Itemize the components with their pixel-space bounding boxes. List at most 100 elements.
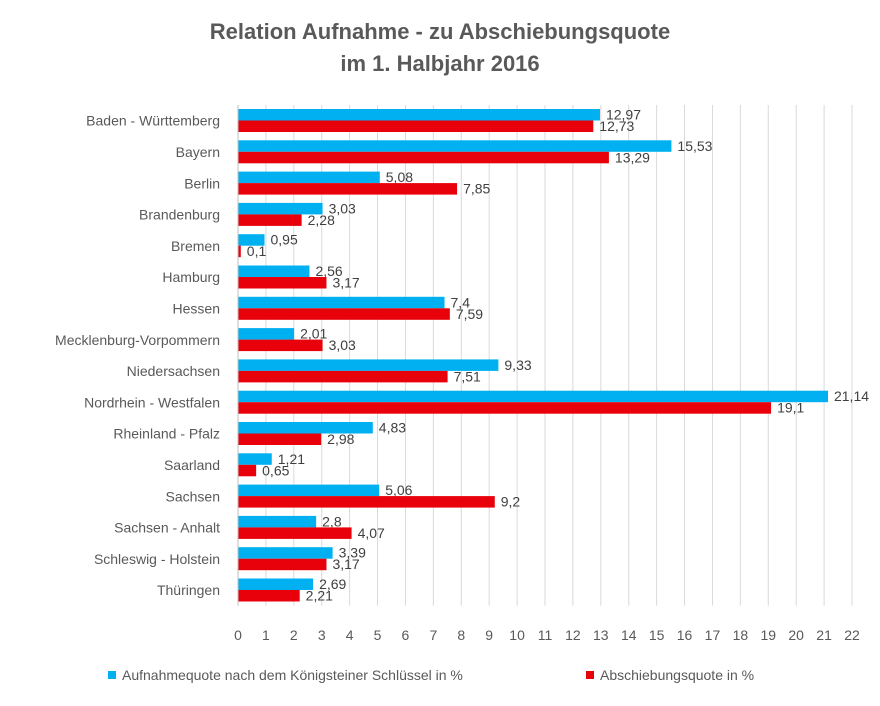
data-label-aufnahmequote: 15,53 (677, 138, 712, 154)
data-label-aufnahmequote: 4,83 (379, 420, 406, 436)
legend-swatch-aufnahmequote (108, 671, 116, 679)
bar-aufnahmequote (238, 515, 317, 528)
bar-aufnahmequote (238, 390, 828, 403)
legend-label-abschiebungsquote: Abschiebungsquote in % (600, 667, 755, 683)
x-tick-label: 9 (485, 627, 493, 643)
category-label: Niedersachsen (127, 363, 220, 379)
bar-abschiebungsquote (238, 433, 322, 445)
x-tick-label: 19 (760, 627, 776, 643)
bar-aufnahmequote (238, 578, 314, 590)
legend-swatch-abschiebungsquote (586, 671, 594, 679)
bar-abschiebungsquote (238, 151, 609, 164)
data-label-abschiebungsquote: 19,1 (777, 400, 804, 416)
x-tick-label: 2 (290, 627, 298, 643)
category-label: Berlin (184, 175, 220, 191)
x-tick-label: 4 (346, 627, 354, 643)
bar-abschiebungsquote (238, 120, 594, 132)
chart-title-line-1: Relation Aufnahme - zu Abschiebungsquote (209, 19, 671, 44)
bar-aufnahmequote (238, 109, 600, 121)
bar-abschiebungsquote (238, 277, 327, 289)
bar-aufnahmequote (238, 234, 265, 246)
data-label-abschiebungsquote: 0,65 (262, 462, 289, 478)
data-label-aufnahmequote: 0,95 (271, 232, 298, 248)
legend-item-abschiebungsquote: Abschiebungsquote in % (586, 667, 754, 683)
bar-abschiebungsquote (238, 339, 323, 352)
data-label-abschiebungsquote: 0,1 (247, 243, 267, 259)
data-label-aufnahmequote: 3,39 (339, 545, 366, 561)
data-label-aufnahmequote: 9,33 (504, 357, 531, 373)
category-label: Mecklenburg-Vorpommern (55, 332, 220, 348)
bar-abschiebungsquote (238, 214, 302, 226)
category-label: Sachsen - Anhalt (114, 520, 220, 536)
bar-aufnahmequote (238, 422, 373, 434)
x-tick-label: 22 (844, 627, 860, 643)
data-label-abschiebungsquote: 2,28 (308, 212, 335, 228)
data-label-aufnahmequote: 1,21 (278, 451, 305, 467)
bar-aufnahmequote (238, 359, 499, 371)
x-tick-label: 0 (234, 627, 242, 643)
bar-abschiebungsquote (238, 402, 772, 414)
category-label: Hessen (173, 300, 220, 316)
data-label-aufnahmequote: 5,06 (385, 482, 412, 498)
x-tick-label: 15 (649, 627, 665, 643)
data-label-abschiebungsquote: 3,17 (332, 275, 359, 291)
data-label-abschiebungsquote: 12,73 (599, 118, 634, 134)
data-label-abschiebungsquote: 3,17 (332, 556, 359, 572)
category-label: Schleswig - Holstein (94, 551, 220, 567)
category-label: Nordrhein - Westfalen (84, 394, 220, 410)
data-label-abschiebungsquote: 4,07 (358, 525, 385, 541)
x-tick-label: 21 (816, 627, 832, 643)
bar-abschiebungsquote (238, 464, 257, 477)
bar-abschiebungsquote (238, 308, 450, 320)
category-label: Hamburg (162, 269, 220, 285)
x-tick-label: 3 (318, 627, 326, 643)
x-tick-label: 17 (705, 627, 721, 643)
x-tick-label: 5 (374, 627, 382, 643)
x-tick-label: 16 (677, 627, 693, 643)
data-label-aufnahmequote: 7,4 (451, 294, 471, 310)
data-label-aufnahmequote: 3,03 (329, 200, 356, 216)
chart-title: Relation Aufnahme - zu Abschiebungsquote… (0, 16, 880, 80)
category-label: Sachsen (166, 488, 220, 504)
category-label: Baden - Württemberg (86, 113, 220, 129)
data-label-abschiebungsquote: 7,59 (456, 306, 483, 322)
bar-aufnahmequote (238, 296, 445, 309)
data-label-abschiebungsquote: 7,85 (463, 181, 490, 197)
category-label: Bremen (171, 238, 220, 254)
data-label-abschiebungsquote: 13,29 (615, 149, 650, 165)
bar-aufnahmequote (238, 547, 333, 559)
chart-title-line-2: im 1. Halbjahr 2016 (340, 51, 540, 76)
bar-aufnahmequote (238, 453, 272, 465)
bar-abschiebungsquote (238, 558, 327, 571)
data-label-abschiebungsquote: 2,98 (327, 431, 354, 447)
data-label-abschiebungsquote: 7,51 (454, 368, 481, 384)
x-tick-label: 13 (593, 627, 609, 643)
data-label-aufnahmequote: 2,8 (322, 513, 342, 529)
x-tick-label: 8 (457, 627, 465, 643)
category-label: Brandenburg (139, 207, 220, 223)
x-tick-label: 14 (621, 627, 637, 643)
category-label: Bayern (176, 144, 220, 160)
bar-abschiebungsquote (238, 496, 495, 508)
x-tick-label: 6 (402, 627, 410, 643)
data-label-abschiebungsquote: 2,21 (306, 588, 333, 604)
data-label-aufnahmequote: 2,56 (315, 263, 342, 279)
bar-aufnahmequote (238, 202, 323, 215)
x-tick-label: 20 (788, 627, 804, 643)
category-label: Saarland (164, 457, 220, 473)
data-label-aufnahmequote: 2,69 (319, 576, 346, 592)
legend-item-aufnahmequote: Aufnahmequote nach dem Königsteiner Schl… (108, 667, 463, 683)
x-tick-label: 12 (565, 627, 581, 643)
legend-label-aufnahmequote: Aufnahmequote nach dem Königsteiner Schl… (122, 667, 463, 683)
bar-abschiebungsquote (238, 527, 352, 539)
data-label-aufnahmequote: 5,08 (386, 169, 413, 185)
bar-abschiebungsquote (238, 245, 241, 258)
bar-aufnahmequote (238, 171, 380, 184)
chart-legend: Aufnahmequote nach dem Königsteiner Schl… (0, 667, 880, 687)
bar-aufnahmequote (238, 484, 380, 497)
x-tick-label: 1 (262, 627, 270, 643)
data-label-aufnahmequote: 2,01 (300, 326, 327, 342)
bar-abschiebungsquote (238, 370, 448, 383)
data-label-aufnahmequote: 12,97 (606, 107, 641, 123)
